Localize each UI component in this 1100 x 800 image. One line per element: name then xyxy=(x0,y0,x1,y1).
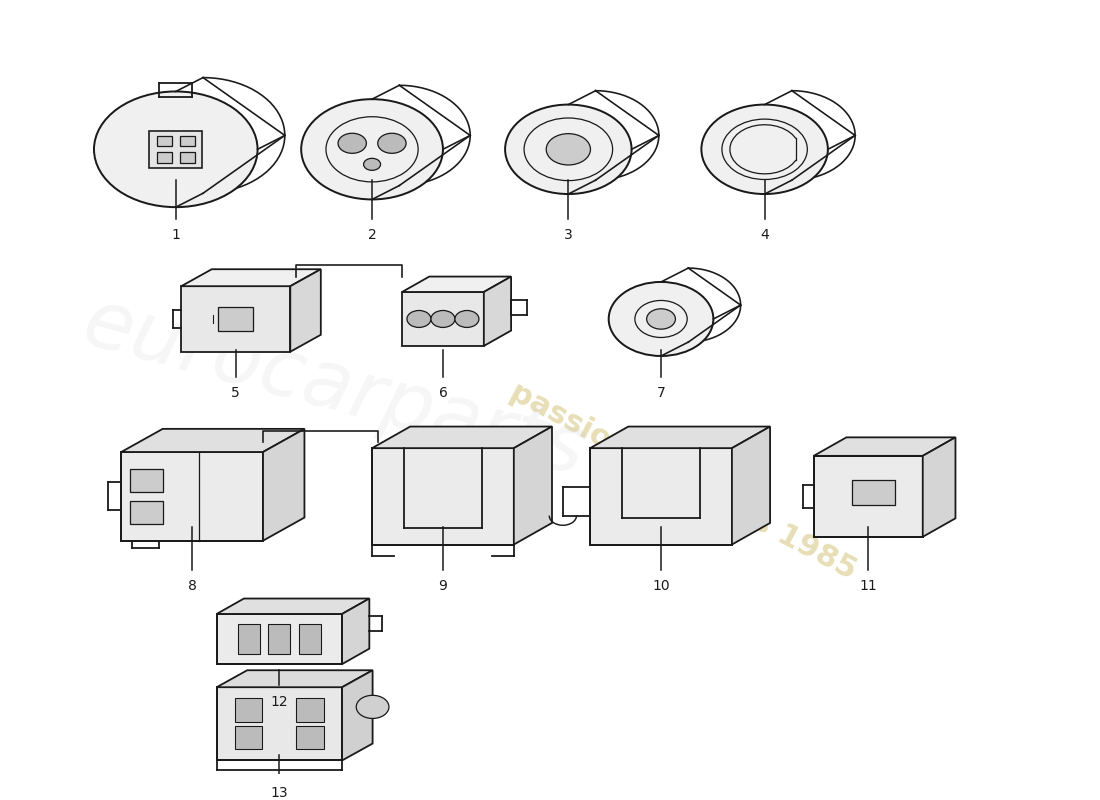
Bar xyxy=(296,698,323,722)
Polygon shape xyxy=(217,614,342,664)
Text: 2: 2 xyxy=(367,228,376,242)
Text: 3: 3 xyxy=(564,228,573,242)
Ellipse shape xyxy=(505,105,631,194)
Polygon shape xyxy=(591,448,732,545)
Bar xyxy=(238,624,260,654)
Circle shape xyxy=(356,695,389,718)
Polygon shape xyxy=(342,598,370,664)
Polygon shape xyxy=(591,426,770,448)
Polygon shape xyxy=(217,687,342,761)
Polygon shape xyxy=(402,292,484,346)
Polygon shape xyxy=(814,456,923,537)
Bar xyxy=(235,726,263,750)
Bar xyxy=(156,152,172,163)
Text: 10: 10 xyxy=(652,579,670,593)
Polygon shape xyxy=(217,670,373,687)
Bar xyxy=(130,469,163,492)
Circle shape xyxy=(407,310,431,327)
Circle shape xyxy=(364,158,381,170)
Polygon shape xyxy=(923,438,956,537)
Bar xyxy=(180,136,195,146)
Bar xyxy=(218,306,253,331)
Bar xyxy=(851,480,895,505)
Ellipse shape xyxy=(647,309,675,329)
Polygon shape xyxy=(263,429,305,541)
Text: 5: 5 xyxy=(231,386,240,400)
Polygon shape xyxy=(402,277,512,292)
Ellipse shape xyxy=(301,99,443,199)
Text: 7: 7 xyxy=(657,386,665,400)
Ellipse shape xyxy=(608,282,714,356)
Ellipse shape xyxy=(702,105,828,194)
Bar xyxy=(156,136,172,146)
Circle shape xyxy=(377,134,406,154)
Bar xyxy=(150,130,202,168)
Bar xyxy=(235,698,263,722)
Polygon shape xyxy=(121,429,305,452)
Circle shape xyxy=(455,310,478,327)
Text: eurocarparts: eurocarparts xyxy=(74,284,594,493)
Polygon shape xyxy=(342,670,373,761)
Polygon shape xyxy=(217,598,370,614)
Bar xyxy=(130,501,163,524)
Bar xyxy=(180,152,195,163)
Ellipse shape xyxy=(94,91,257,207)
Text: 13: 13 xyxy=(271,786,288,799)
Polygon shape xyxy=(732,426,770,545)
Polygon shape xyxy=(514,426,552,545)
Text: 11: 11 xyxy=(859,579,877,593)
Polygon shape xyxy=(814,438,956,456)
Text: 4: 4 xyxy=(760,228,769,242)
Polygon shape xyxy=(372,426,552,448)
Bar xyxy=(296,726,323,750)
Circle shape xyxy=(338,134,366,154)
Text: 6: 6 xyxy=(439,386,448,400)
Text: 1: 1 xyxy=(172,228,180,242)
Text: 12: 12 xyxy=(271,694,288,709)
Polygon shape xyxy=(182,270,321,286)
Text: 8: 8 xyxy=(188,579,197,593)
Circle shape xyxy=(431,310,455,327)
Bar xyxy=(268,624,290,654)
Bar xyxy=(299,624,321,654)
Polygon shape xyxy=(484,277,512,346)
Polygon shape xyxy=(290,270,321,352)
Polygon shape xyxy=(372,448,514,545)
Text: 9: 9 xyxy=(439,579,448,593)
Ellipse shape xyxy=(547,134,591,165)
Polygon shape xyxy=(121,452,263,541)
Polygon shape xyxy=(182,286,290,352)
Text: passion for parts 1985: passion for parts 1985 xyxy=(505,377,861,585)
